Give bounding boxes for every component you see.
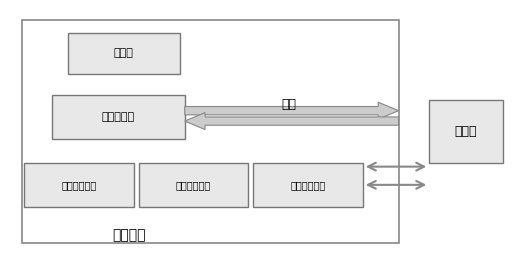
FancyArrow shape [185,113,398,130]
Text: 命中: 命中 [282,98,296,111]
Text: 客户机: 客户机 [455,125,477,138]
Text: 监视器: 监视器 [114,48,134,58]
Text: 普通存储设备: 普通存储设备 [61,180,97,190]
Bar [253,163,363,207]
Bar [52,95,185,139]
Bar [139,163,248,207]
Bar [68,33,180,74]
Bar [429,100,503,163]
Text: 存储集群: 存储集群 [112,229,145,242]
Text: 代理服务器: 代理服务器 [102,112,135,122]
Text: 普通存储设备: 普通存储设备 [176,180,211,190]
Bar [24,163,134,207]
Bar [22,20,398,243]
Text: 普通存储设备: 普通存储设备 [291,180,326,190]
FancyArrow shape [185,102,398,119]
